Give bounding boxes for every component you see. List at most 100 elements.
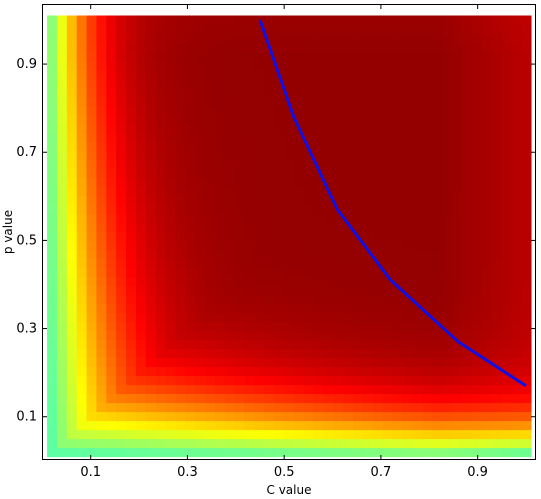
heatmap-cell [303,447,315,458]
heatmap-cell [402,402,414,413]
heatmap-cell [461,204,473,215]
heatmap-cell [244,51,256,62]
heatmap-cell [106,240,117,251]
heatmap-cell [402,303,414,314]
heatmap-cell [145,51,157,62]
heatmap-cell [451,123,463,134]
heatmap-cell [412,24,423,35]
heatmap-cell [66,312,78,323]
heatmap-cell [185,258,196,269]
heatmap-cell [432,33,443,44]
heatmap-cell [303,375,315,386]
heatmap-cell [442,150,453,161]
heatmap-cell [471,447,483,458]
heatmap-cell [264,123,275,134]
heatmap-cell [481,51,493,62]
heatmap-cell [353,375,364,386]
heatmap-cell [451,312,463,323]
heatmap-cell [244,366,256,377]
heatmap-cell [116,186,127,197]
heatmap-cell [155,105,167,116]
heatmap-cell [86,402,98,413]
heatmap-cell [402,240,414,251]
heatmap-cell [372,447,384,458]
heatmap-cell [205,51,216,62]
heatmap-cell [333,285,344,296]
heatmap-cell [116,96,127,107]
heatmap-cell [363,159,374,170]
heatmap-cell [264,132,275,143]
heatmap-cell [432,141,443,152]
heatmap-cell [333,258,344,269]
heatmap-cell [126,51,137,62]
heatmap-cell [293,348,305,359]
y-axis-label: p value [1,210,15,254]
heatmap-cell [412,195,423,206]
heatmap-cell [234,267,246,278]
heatmap-cell [501,402,512,413]
heatmap-cell [372,429,384,440]
heatmap-cell [343,231,354,242]
heatmap-cell [363,231,374,242]
heatmap-cell [372,105,384,116]
heatmap-cell [323,384,335,395]
heatmap-cell [402,195,414,206]
heatmap-cell [234,105,246,116]
heatmap-cell [155,339,167,350]
heatmap-cell [521,150,532,161]
heatmap-cell [432,321,443,332]
heatmap-cell [372,114,384,125]
heatmap-cell [96,312,107,323]
heatmap-cell [135,222,147,233]
heatmap-cell [274,204,285,215]
heatmap-cell [185,78,196,89]
heatmap-cell [254,132,265,143]
heatmap-cell [451,24,463,35]
heatmap-cell [224,231,236,242]
heatmap-cell [284,429,295,440]
heatmap-cell [214,357,226,368]
heatmap-cell [86,303,98,314]
heatmap-cell [372,420,384,431]
heatmap-cell [284,366,295,377]
heatmap-cell [56,114,68,125]
heatmap-cell [66,204,78,215]
heatmap-cell [224,393,236,404]
heatmap-cell [116,312,127,323]
heatmap-cell [293,195,305,206]
heatmap-cell [491,195,502,206]
heatmap-cell [511,366,522,377]
heatmap-cell [274,330,285,341]
heatmap-cell [116,24,127,35]
heatmap-cell [214,240,226,251]
heatmap-cell [66,33,78,44]
heatmap-cell [185,69,196,80]
heatmap-cell [432,240,443,251]
heatmap-cell [382,168,394,179]
heatmap-cell [313,222,325,233]
heatmap-cell [254,402,265,413]
heatmap-cell [155,114,167,125]
heatmap-cell [116,429,127,440]
heatmap-cell [244,42,256,53]
heatmap-cell [412,78,423,89]
heatmap-cell [76,78,88,89]
heatmap-cell [284,249,295,260]
heatmap-cell [185,15,196,26]
heatmap-cell [47,87,58,98]
heatmap-cell [284,42,295,53]
heatmap-cell [382,375,394,386]
heatmap-cell [303,51,315,62]
heatmap-cell [224,429,236,440]
heatmap-cell [86,51,98,62]
heatmap-cell [402,42,414,53]
heatmap-cell [126,375,137,386]
heatmap-cell [303,60,315,71]
heatmap-cell [313,339,325,350]
heatmap-cell [412,123,423,134]
heatmap-cell [214,24,226,35]
y-tick-label: 0.9 [16,57,37,72]
heatmap-cell [56,384,68,395]
heatmap-cell [56,105,68,116]
heatmap-cell [333,429,344,440]
